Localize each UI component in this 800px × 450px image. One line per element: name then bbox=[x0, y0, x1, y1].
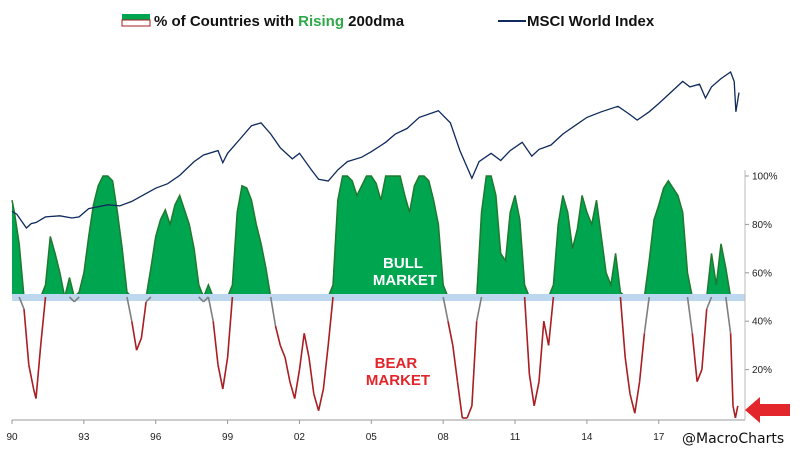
bear-line-segment bbox=[289, 381, 296, 399]
bear-line-segment bbox=[35, 345, 42, 399]
x-axis-ticks: 90 93 96 99 02 05 08 11 14 17 bbox=[6, 420, 665, 443]
bull-market-label: BULL MARKET bbox=[373, 255, 437, 289]
bear-line-segment bbox=[68, 296, 75, 303]
bear-line-segment bbox=[634, 381, 641, 414]
bear-line-segment bbox=[456, 381, 464, 419]
y-tick-label: 100% bbox=[752, 172, 778, 183]
bear-line-segment bbox=[269, 296, 277, 327]
bear-line-segment bbox=[725, 296, 732, 334]
credit-text: @MacroCharts bbox=[682, 431, 784, 447]
bear-line-segment bbox=[466, 405, 473, 419]
bull-fill-area bbox=[12, 176, 738, 297]
x-tick-label: 90 bbox=[6, 432, 18, 443]
bear-market-label: BEAR MARKET bbox=[366, 355, 430, 389]
bull-market-label-line1: BULL bbox=[383, 255, 423, 272]
legend-label-part-1: % of Countries with bbox=[154, 13, 298, 30]
y-tick-label: 60% bbox=[752, 268, 772, 279]
bear-line-segment bbox=[729, 333, 734, 406]
bear-line-segment bbox=[452, 345, 459, 382]
bear-line-segment bbox=[207, 296, 214, 322]
bear-line-segment bbox=[135, 337, 143, 351]
bear-line-segment bbox=[322, 345, 329, 390]
bear-line-segment bbox=[547, 296, 555, 346]
bear-line-segment bbox=[696, 369, 703, 382]
legend-label-rising: Rising bbox=[298, 13, 344, 30]
legend-label-part-3: 200dma bbox=[344, 13, 405, 30]
x-tick-label: 02 bbox=[294, 432, 306, 443]
legend-swatch-breadth bbox=[121, 14, 151, 27]
bear-line-segment bbox=[126, 296, 133, 322]
bear-line-segment bbox=[686, 296, 694, 334]
bear-line-segment bbox=[313, 393, 320, 411]
threshold-band-50pct bbox=[12, 294, 745, 301]
bull-market-label-line2: MARKET bbox=[373, 272, 437, 289]
bear-line-segment bbox=[701, 309, 708, 370]
bear-line-segment bbox=[145, 296, 152, 303]
bear-line-segment bbox=[284, 357, 291, 382]
bear-line-segment bbox=[543, 321, 550, 346]
bear-line-segment bbox=[18, 296, 25, 310]
bear-line-segment bbox=[528, 374, 535, 407]
x-tick-label: 99 bbox=[222, 432, 234, 443]
x-tick-label: 93 bbox=[78, 432, 90, 443]
bear-line-segment bbox=[293, 369, 301, 399]
x-tick-label: 08 bbox=[438, 432, 450, 443]
bear-market-label-line2: MARKET bbox=[366, 372, 430, 389]
legend-label-index: MSCI World Index bbox=[527, 13, 655, 30]
bear-line-segment bbox=[28, 364, 35, 390]
legend-label-breadth: % of Countries with Rising 200dma bbox=[154, 13, 405, 30]
bear-line-segment bbox=[217, 364, 224, 390]
x-tick-label: 96 bbox=[150, 432, 162, 443]
bear-line-segment bbox=[131, 321, 138, 351]
bear-line-segment bbox=[298, 333, 305, 370]
msci-world-index-line bbox=[11, 70, 740, 229]
bear-line-segment bbox=[274, 325, 282, 346]
bear-line-segment bbox=[538, 321, 545, 382]
legend: % of Countries with Rising 200dma MSCI W… bbox=[121, 13, 655, 30]
bear-line-segment bbox=[23, 309, 30, 365]
bear-line-segment bbox=[734, 405, 739, 419]
bear-line-segment bbox=[198, 296, 205, 303]
bear-line-segment bbox=[222, 357, 229, 390]
bear-line-segment bbox=[212, 321, 219, 365]
bear-line-segment bbox=[279, 345, 286, 358]
bear-line-segment bbox=[471, 321, 478, 406]
bear-line-segment bbox=[303, 333, 310, 358]
x-tick-label: 05 bbox=[366, 432, 378, 443]
bear-line-segment bbox=[533, 381, 540, 407]
bear-line-segment bbox=[442, 296, 449, 322]
x-tick-label: 17 bbox=[653, 432, 665, 443]
bear-line-segment bbox=[638, 333, 646, 382]
bear-line-segment bbox=[317, 388, 325, 411]
bear-market-label-line1: BEAR bbox=[375, 355, 418, 372]
bear-series-line bbox=[18, 296, 739, 419]
bear-line-segment bbox=[624, 357, 631, 394]
bear-line-segment bbox=[327, 296, 334, 346]
y-tick-label: 20% bbox=[752, 365, 772, 376]
bear-line-segment bbox=[643, 296, 650, 334]
x-tick-label: 11 bbox=[510, 432, 521, 443]
bear-line-segment bbox=[691, 333, 698, 382]
bear-line-segment bbox=[73, 296, 80, 303]
bear-line-segment bbox=[226, 296, 234, 358]
x-tick-label: 14 bbox=[581, 432, 593, 443]
y-tick-label: 40% bbox=[752, 317, 772, 328]
bear-line-segment bbox=[619, 296, 626, 358]
bear-line-segment bbox=[447, 321, 454, 346]
y-axis-right-ticks: 100% 80% 60% 40% 20% bbox=[745, 172, 778, 376]
bear-line-segment bbox=[475, 296, 483, 322]
bear-line-segment bbox=[523, 296, 531, 375]
red-arrow-icon bbox=[745, 397, 790, 423]
bear-line-segment bbox=[629, 393, 636, 414]
bear-line-segment bbox=[705, 296, 713, 310]
bear-line-segment bbox=[140, 301, 147, 339]
y-tick-label: 80% bbox=[752, 220, 772, 231]
bear-line-segment bbox=[203, 296, 209, 303]
bear-line-segment bbox=[308, 357, 315, 394]
bear-line-segment bbox=[39, 296, 47, 346]
